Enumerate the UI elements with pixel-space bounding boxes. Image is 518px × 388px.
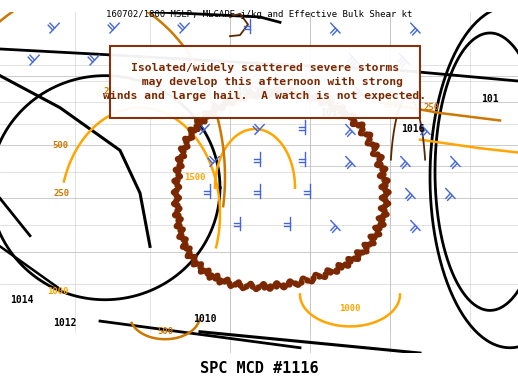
- Text: 250: 250: [54, 189, 70, 197]
- FancyBboxPatch shape: [110, 46, 420, 118]
- Text: 101: 101: [481, 94, 499, 104]
- Text: 1010: 1010: [193, 314, 217, 324]
- Text: 250: 250: [424, 103, 440, 112]
- Text: 1000: 1000: [339, 304, 361, 313]
- Text: 500: 500: [52, 140, 68, 149]
- Text: 250: 250: [104, 87, 120, 96]
- Text: 1000: 1000: [47, 287, 69, 296]
- Text: 1500: 1500: [184, 173, 206, 182]
- Text: Isolated/widely scattered severe storms
  may develop this afternoon with strong: Isolated/widely scattered severe storms …: [104, 63, 426, 101]
- Text: 1016: 1016: [401, 124, 425, 134]
- Text: 160702/1800 MSLP, MLCAPE j/kg and Effective Bulk Shear kt: 160702/1800 MSLP, MLCAPE j/kg and Effect…: [106, 10, 412, 19]
- Text: SPC MCD #1116: SPC MCD #1116: [199, 361, 319, 376]
- Text: 1012: 1012: [53, 318, 77, 328]
- Text: 500: 500: [382, 101, 398, 110]
- Text: 1014: 1014: [320, 108, 344, 118]
- Text: 500: 500: [157, 327, 173, 336]
- Text: 1012: 1012: [236, 87, 260, 97]
- Text: 1014: 1014: [10, 295, 34, 305]
